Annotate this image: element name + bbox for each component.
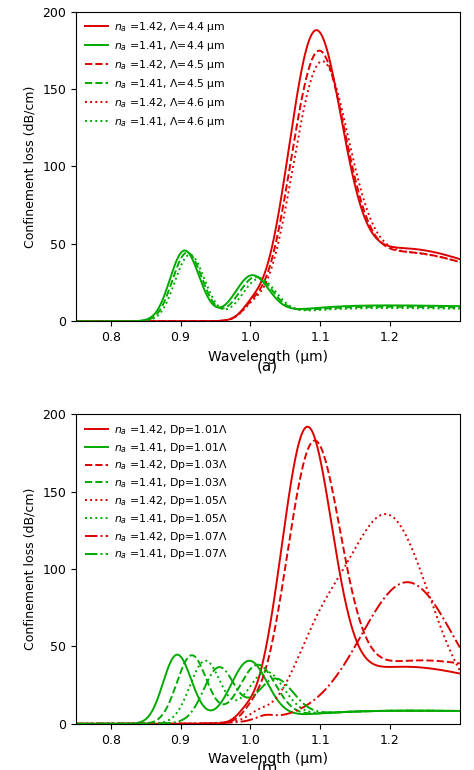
Legend: $n_a$ =1.42, Dp=1.01Λ, $n_a$ =1.41, Dp=1.01Λ, $n_a$ =1.42, Dp=1.03Λ, $n_a$ =1.41: $n_a$ =1.42, Dp=1.01Λ, $n_a$ =1.41, Dp=1… [81,420,230,564]
X-axis label: Wavelength (μm): Wavelength (μm) [208,752,328,766]
Legend: $n_a$ =1.42, Λ=4.4 μm, $n_a$ =1.41, Λ=4.4 μm, $n_a$ =1.42, Λ=4.5 μm, $n_a$ =1.41: $n_a$ =1.42, Λ=4.4 μm, $n_a$ =1.41, Λ=4.… [81,17,228,132]
Y-axis label: Confinement loss (dB/cm): Confinement loss (dB/cm) [24,487,36,650]
Y-axis label: Confinement loss (dB/cm): Confinement loss (dB/cm) [24,85,36,248]
Text: (a): (a) [257,358,278,373]
Text: (b): (b) [257,761,279,770]
X-axis label: Wavelength (μm): Wavelength (μm) [208,350,328,363]
